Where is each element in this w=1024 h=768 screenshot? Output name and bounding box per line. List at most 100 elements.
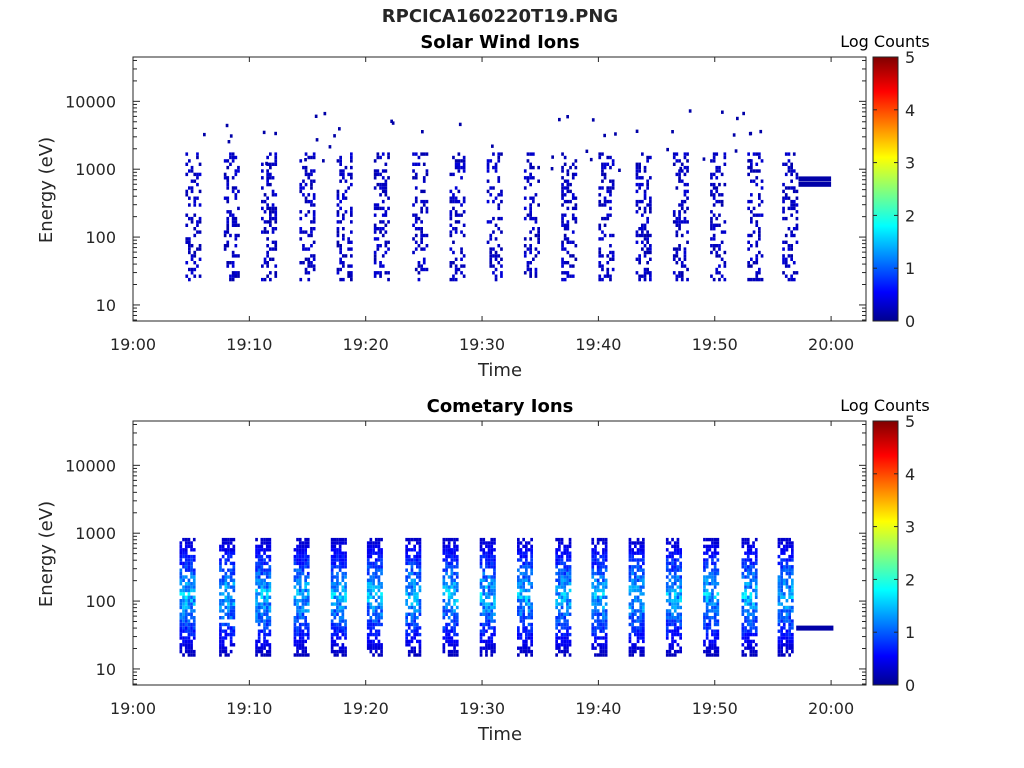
spectrogram-cell xyxy=(445,626,448,630)
spectrogram-cell xyxy=(713,582,717,586)
spectrogram-cell xyxy=(384,179,388,183)
spectrogram-cell xyxy=(560,585,564,589)
spectrogram-cell xyxy=(591,118,595,122)
spectrogram-cell xyxy=(482,548,486,552)
spectrogram-cell xyxy=(747,172,750,177)
spectrogram-cell xyxy=(271,206,275,211)
spectrogram-cell xyxy=(350,213,353,217)
spectrogram-cell xyxy=(255,639,258,644)
spectrogram-cell xyxy=(190,588,193,593)
spectrogram-cell xyxy=(558,117,561,122)
spectrogram-cell xyxy=(665,632,669,637)
spectrogram-cell xyxy=(184,565,188,569)
spectrogram-cell xyxy=(561,203,564,207)
spectrogram-cell xyxy=(568,568,572,572)
spectrogram-cell xyxy=(741,609,745,613)
spectrogram-cell xyxy=(187,582,191,586)
spectrogram-cell xyxy=(450,568,454,572)
spectrogram-cell xyxy=(422,152,426,156)
spectrogram-cell xyxy=(445,609,448,613)
spectrogram-cell xyxy=(673,616,677,620)
spectrogram-cell xyxy=(196,220,199,224)
spectrogram-cell xyxy=(744,646,747,650)
spectrogram-cell xyxy=(703,585,706,589)
spectrogram-cell xyxy=(453,541,456,545)
spectrogram-cell xyxy=(527,649,531,654)
spectrogram-cell xyxy=(563,585,567,589)
spectrogram-cell xyxy=(341,554,345,559)
spectrogram-cell xyxy=(266,264,269,268)
spectrogram-cell xyxy=(380,622,383,627)
spectrogram-cell xyxy=(785,541,789,545)
spectrogram-cell xyxy=(754,558,758,562)
spectrogram-cell xyxy=(369,541,373,545)
spectrogram-cell xyxy=(485,578,488,582)
spectrogram-cell xyxy=(747,233,750,238)
spectrogram-cell xyxy=(568,599,572,603)
spectrogram-cell xyxy=(310,186,313,190)
spectrogram-cell xyxy=(638,257,641,261)
spectrogram-cell xyxy=(301,599,305,603)
spectrogram-cell xyxy=(298,568,302,572)
spectrogram-cell xyxy=(790,162,793,166)
spectrogram-cell xyxy=(649,210,652,214)
spectrogram-cell xyxy=(639,558,643,562)
spectrogram-cell xyxy=(782,622,786,627)
spectrogram-cell xyxy=(628,568,632,572)
spectrogram-cell xyxy=(555,622,558,627)
spectrogram-cell xyxy=(665,537,669,542)
spectrogram-cell xyxy=(380,612,383,616)
colorbar-tick-label: 0 xyxy=(905,312,915,331)
spectrogram-cell xyxy=(265,653,269,657)
spectrogram-cell xyxy=(490,649,494,654)
spectrogram-cell xyxy=(519,582,523,586)
spectrogram-cell xyxy=(485,653,488,657)
spectrogram-cell xyxy=(744,616,747,620)
spectrogram-cell xyxy=(723,220,727,224)
spectrogram-cell xyxy=(260,653,264,657)
spectrogram-cell xyxy=(405,561,408,566)
spectrogram-cell xyxy=(713,605,717,610)
spectrogram-cell xyxy=(748,132,752,136)
spectrogram-cell xyxy=(265,602,269,606)
spectrogram-cell xyxy=(678,257,681,261)
spectrogram-cell xyxy=(791,568,794,572)
spectrogram-cell xyxy=(563,565,567,569)
spectrogram-cell xyxy=(442,643,446,647)
spectrogram-cell xyxy=(642,605,645,610)
spectrogram-cell xyxy=(665,554,669,559)
spectrogram-cell xyxy=(407,541,411,545)
spectrogram-cell xyxy=(190,544,193,549)
spectrogram-cell xyxy=(790,254,793,258)
spectrogram-cell xyxy=(445,629,448,633)
spectrogram-cell xyxy=(298,571,302,576)
spectrogram-cell xyxy=(187,643,191,647)
spectrogram-cell xyxy=(638,233,641,238)
spectrogram-cell xyxy=(780,643,783,647)
spectrogram-cell xyxy=(373,254,377,258)
spectrogram-cell xyxy=(450,571,454,576)
spectrogram-cell xyxy=(530,626,533,630)
spectrogram-cell xyxy=(330,541,334,545)
spectrogram-cell xyxy=(758,155,761,160)
spectrogram-cell xyxy=(226,223,230,227)
spectrogram-cell xyxy=(263,551,266,555)
spectrogram-cell xyxy=(599,588,603,593)
spectrogram-cell xyxy=(416,537,419,542)
spectrogram-cell xyxy=(602,612,605,616)
spectrogram-cell xyxy=(780,636,783,640)
spectrogram-cell xyxy=(741,612,745,616)
spectrogram-cell xyxy=(598,186,602,190)
spectrogram-cell xyxy=(642,541,645,545)
spectrogram-cell xyxy=(785,619,789,623)
spectrogram-cell xyxy=(713,578,717,582)
spectrogram-cell xyxy=(571,274,575,278)
spectrogram-cell xyxy=(405,578,408,582)
spectrogram-cell xyxy=(672,254,676,258)
spectrogram-cell xyxy=(678,247,681,251)
spectrogram-cell xyxy=(741,622,745,627)
spectrogram-cell xyxy=(555,578,558,582)
spectrogram-cell xyxy=(274,155,278,160)
spectrogram-cell xyxy=(532,199,535,204)
spectrogram-cell xyxy=(788,575,791,579)
